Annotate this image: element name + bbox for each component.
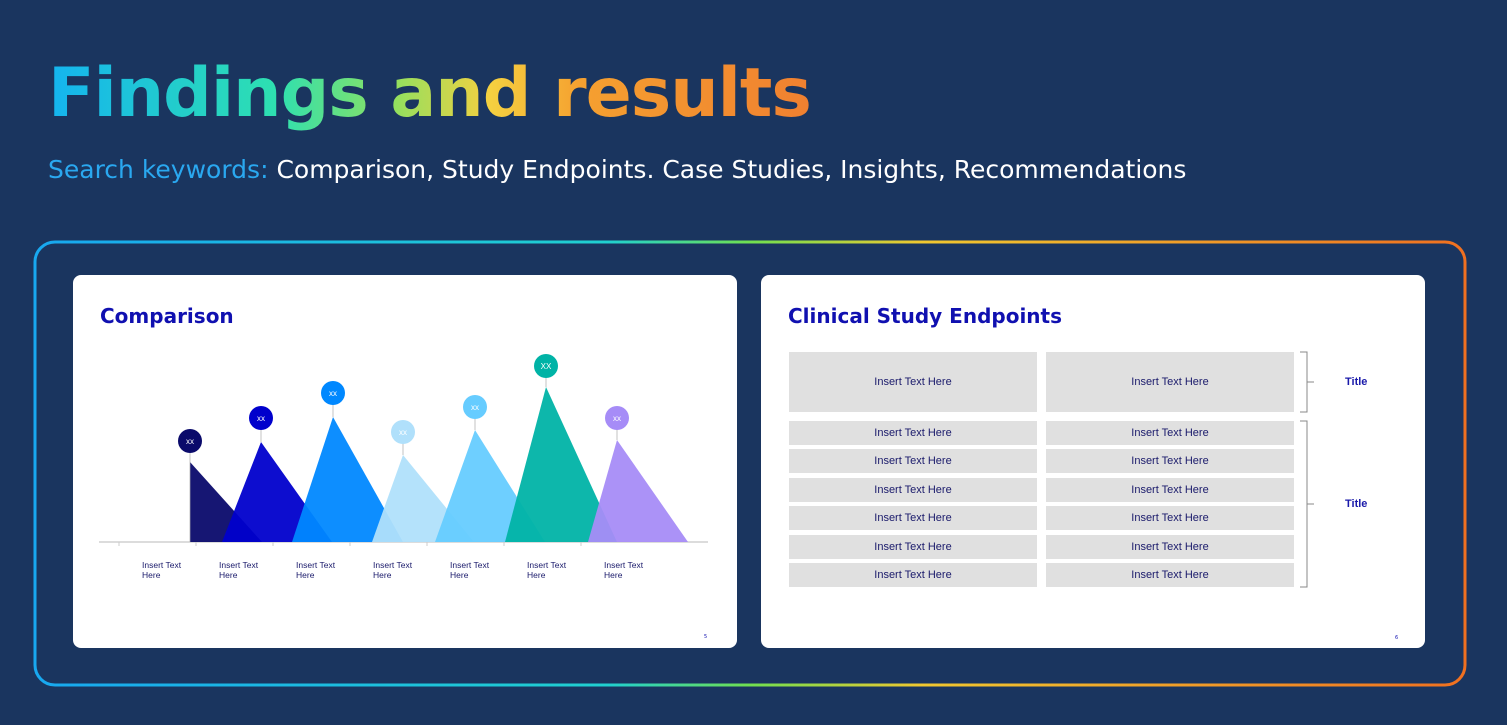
peak-label: Insert Text Here (219, 560, 259, 580)
table-cell: Insert Text Here (1046, 563, 1294, 587)
peak-badge-text: xx (613, 414, 621, 423)
table-cell: Insert Text Here (1046, 506, 1294, 531)
side-title: Title (1345, 376, 1368, 388)
peak-badge (463, 395, 487, 419)
brackets (1300, 351, 1314, 588)
table-header-cell: Insert Text Here (1046, 352, 1294, 412)
slide-title: Comparison (100, 304, 234, 328)
side-title: Title (1345, 498, 1368, 510)
peak-badge (605, 406, 629, 430)
peak-badge-text: xx (471, 403, 479, 412)
table-cell: Insert Text Here (789, 506, 1037, 531)
keywords-text: Comparison, Study Endpoints. Case Studie… (276, 155, 1187, 184)
table-cell: Insert Text Here (1046, 449, 1294, 474)
title-word: results (553, 54, 811, 133)
frame-border (33, 240, 1467, 687)
page-number: 5 (704, 634, 708, 640)
peak-badge-text: xx (329, 389, 337, 398)
slide: Comparison xx xx xx xx xx XX xx 5 Insert Text … (73, 275, 737, 648)
table-cell: Insert Text Here (1046, 534, 1294, 559)
peak-label: Insert Text Here (527, 560, 567, 580)
table-cell: Insert Text Here (789, 449, 1037, 474)
peak-badge (321, 381, 345, 405)
table-header-cell: Insert Text Here (789, 352, 1037, 412)
peak-badge (534, 354, 558, 378)
peak-badge (178, 429, 202, 453)
peak-badge (249, 406, 273, 430)
peak-label: Insert Text Here (142, 560, 182, 580)
peak-label: Insert Text Here (604, 560, 644, 580)
peak (292, 417, 403, 542)
title-word: and (390, 54, 531, 133)
peak (505, 387, 617, 542)
page-number: 6 (1395, 635, 1399, 641)
peak-badge-text: XX (541, 362, 552, 371)
peak-badge-text: xx (399, 428, 407, 437)
table-cell: Insert Text Here (1046, 421, 1294, 445)
table-cell: Insert Text Here (789, 563, 1037, 587)
table-cell: Insert Text Here (789, 421, 1037, 445)
peak-label: Insert Text Here (450, 560, 490, 580)
table-cell: Insert Text Here (789, 477, 1037, 502)
peak-chart: xx xx xx xx xx XX xx (99, 354, 708, 546)
bracket (1300, 351, 1314, 413)
title-word: Findings (48, 54, 368, 133)
slide-title: Clinical Study Endpoints (788, 304, 1063, 328)
slide: Clinical Study Endpoints Title Title 6 I… (761, 275, 1425, 648)
keywords-label: Search keywords: (48, 155, 269, 184)
title: Findings and results (48, 52, 811, 136)
table-cell: Insert Text Here (1046, 477, 1294, 502)
peak-label: Insert Text Here (296, 560, 336, 580)
peak-label: Insert Text Here (373, 560, 413, 580)
table-cell: Insert Text Here (789, 534, 1037, 559)
bracket (1300, 420, 1314, 588)
peak-badge-text: xx (257, 414, 265, 423)
peak-badge-text: xx (186, 437, 194, 446)
peak-badge (391, 420, 415, 444)
keywords: Search keywords: Comparison, Study Endpo… (48, 155, 1186, 184)
peak (588, 440, 688, 542)
